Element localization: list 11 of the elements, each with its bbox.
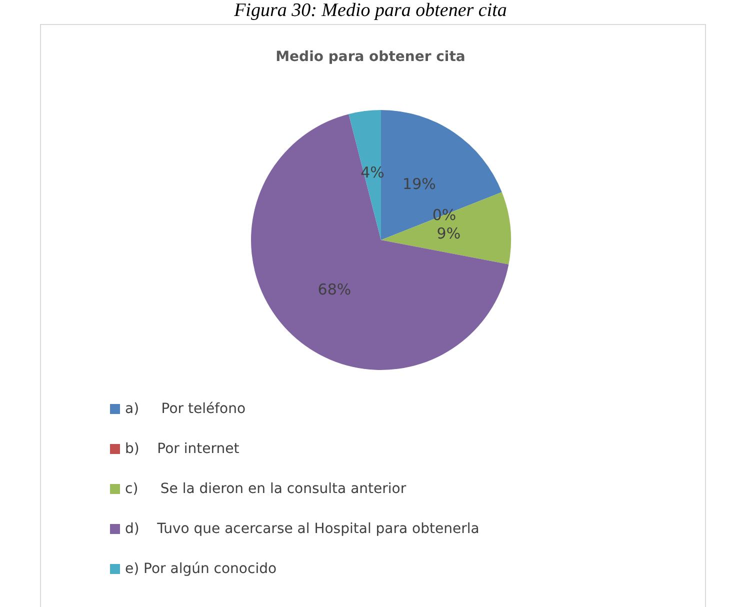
legend-label: a) Por teléfono [125,401,246,417]
text: Figura 30: Medio para obtener cita [233,0,508,22]
legend-label: d) Tuvo que acercarse al Hospital para obtenerla [125,521,480,537]
legend-label: c) Se la dieron en la consulta anterior [125,481,406,497]
chart-title: Medio para obtener cita [276,49,466,65]
data-label: 9% [436,224,461,243]
data-label: 19% [402,174,436,193]
data-label: 4% [360,164,384,182]
legend-label: b) Por internet [125,441,240,457]
legend-label: e) Por algún conocido [125,561,277,577]
data-label: 68% [318,280,352,299]
